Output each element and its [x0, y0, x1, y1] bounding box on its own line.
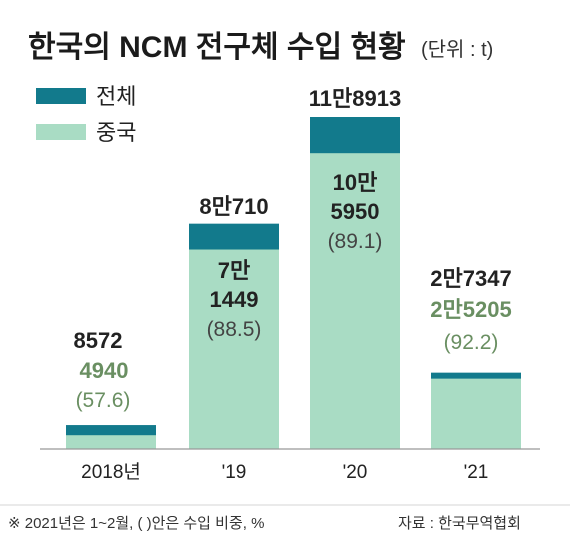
total-label-1: 8만710 — [199, 194, 268, 219]
legend-swatch-china — [36, 124, 86, 140]
china-label-1a: 7만 — [218, 258, 250, 283]
china-label-0: 4940 — [80, 358, 129, 383]
total-label-0: 8572 — [74, 328, 123, 353]
share-label-2: (89.1) — [328, 230, 383, 253]
total-label-3: 2만7347 — [430, 266, 511, 291]
legend-swatch-total — [36, 88, 86, 104]
x-tick-label-0: 2018년 — [81, 461, 141, 483]
chart-title: 한국의 NCM 전구체 수입 현황 — [28, 31, 406, 64]
bar-china-1 — [189, 249, 279, 449]
x-tick-labels: 2018년 '19 '20 '21 — [81, 461, 488, 483]
share-label-1: (88.5) — [207, 318, 262, 341]
bar-china-2 — [310, 153, 400, 449]
legend: 전체 중국 — [36, 84, 136, 145]
share-label-0: (57.6) — [76, 389, 131, 412]
china-label-2b: 5950 — [331, 199, 380, 224]
x-tick-label-1: '19 — [222, 462, 247, 483]
x-tick-label-3: '21 — [464, 462, 489, 483]
bars — [66, 117, 521, 449]
legend-label-china: 중국 — [96, 120, 136, 145]
china-label-3: 2만5205 — [430, 297, 511, 322]
total-label-2: 11만8913 — [309, 86, 401, 111]
bar-china-0 — [66, 435, 156, 449]
legend-label-total: 전체 — [96, 84, 136, 109]
value-labels: 8572 4940 (57.6) 8만710 7만 1449 (88.5) 11만8913 10… — [74, 86, 512, 412]
china-label-2a: 10만 — [333, 170, 378, 195]
share-label-3: (92.2) — [444, 331, 499, 354]
footer-note: ※ 2021년은 1~2월, ( )안은 수입 비중, % — [8, 515, 264, 532]
china-label-1b: 1449 — [210, 287, 259, 312]
unit-note: (단위 : t) — [421, 38, 493, 61]
bar-china-3 — [431, 378, 521, 449]
footer-source: 자료 : 한국무역협회 — [398, 515, 521, 532]
x-tick-label-2: '20 — [343, 462, 368, 483]
